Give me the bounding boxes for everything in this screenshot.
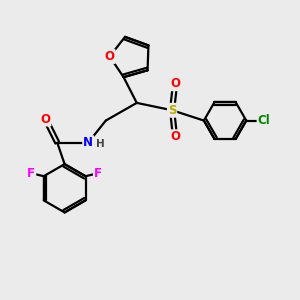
Text: Cl: Cl [258, 114, 270, 127]
Text: O: O [40, 112, 50, 126]
Text: O: O [170, 130, 180, 143]
Text: H: H [96, 139, 105, 149]
Text: O: O [170, 77, 180, 90]
Text: N: N [83, 136, 93, 149]
Text: O: O [105, 50, 115, 63]
Text: F: F [94, 167, 102, 180]
Text: S: S [168, 104, 176, 117]
Text: F: F [27, 167, 35, 180]
